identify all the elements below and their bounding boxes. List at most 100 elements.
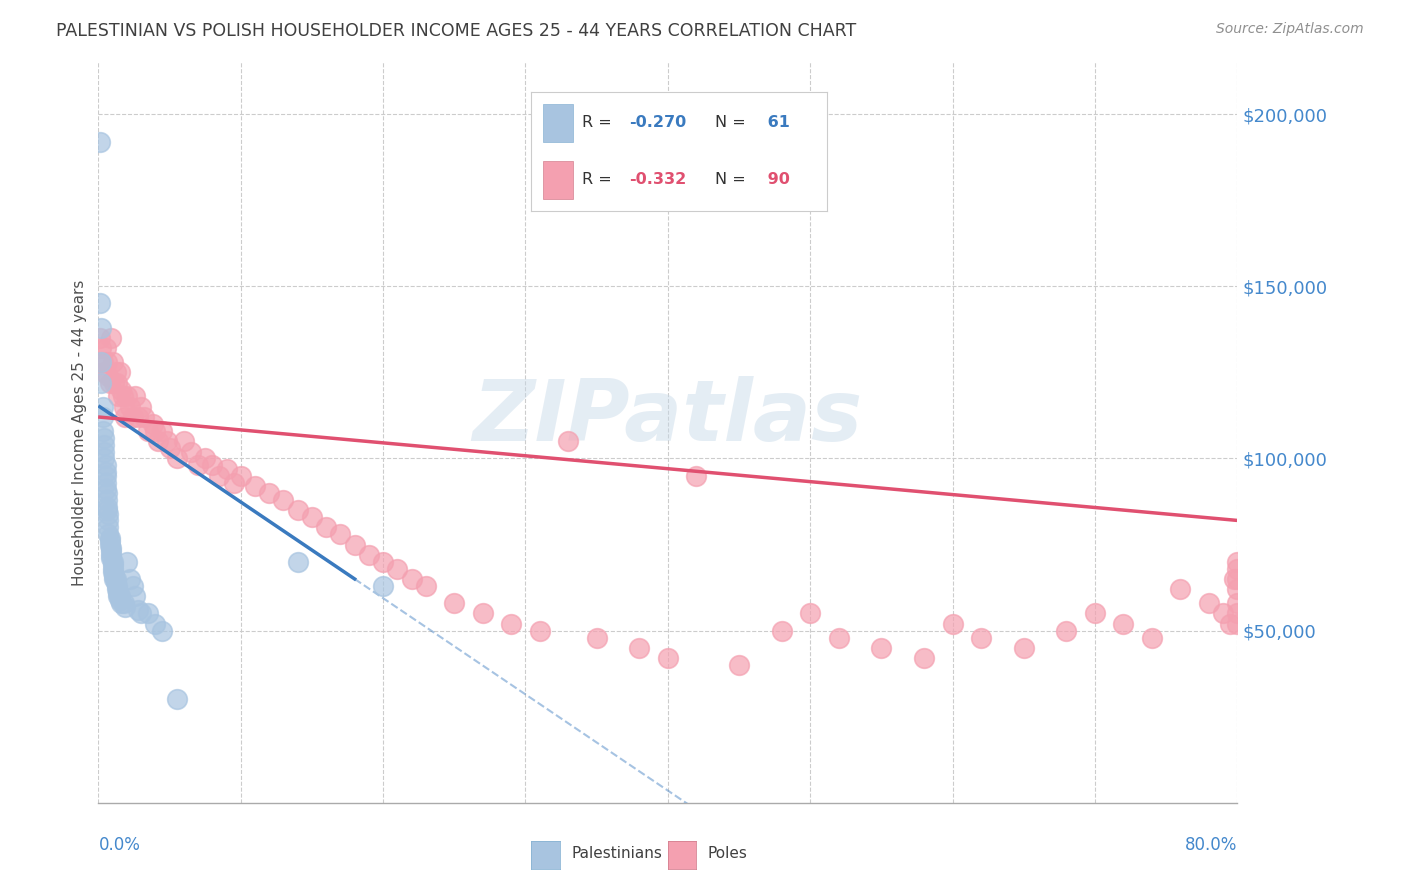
Point [1226, 555, 1249, 569]
Point [101, 558, 124, 573]
Point [90, 341, 112, 355]
Point [108, 592, 131, 607]
Point [94, 465, 117, 479]
Point [148, 434, 170, 449]
Point [121, 579, 143, 593]
Point [129, 607, 152, 621]
Point [1112, 616, 1135, 631]
Point [96, 492, 118, 507]
Point [585, 631, 607, 645]
Point [105, 582, 128, 597]
Point [98, 534, 121, 549]
Point [287, 503, 309, 517]
Point [628, 640, 651, 655]
Point [124, 389, 146, 403]
Point [770, 624, 793, 638]
Point [387, 561, 409, 575]
Point [112, 400, 135, 414]
Point [105, 376, 128, 390]
Point [107, 589, 129, 603]
Point [1226, 582, 1249, 597]
Point [373, 579, 395, 593]
Point [112, 596, 135, 610]
Point [243, 479, 266, 493]
Point [208, 468, 231, 483]
Y-axis label: Householder Income Ages 25 - 44 years: Householder Income Ages 25 - 44 years [72, 279, 87, 586]
Point [728, 658, 751, 673]
Point [942, 616, 965, 631]
Point [259, 486, 281, 500]
Text: Palestinians: Palestinians [571, 846, 662, 861]
Point [828, 631, 851, 645]
Point [103, 568, 125, 582]
Point [145, 616, 167, 631]
Point [97, 507, 120, 521]
Point [1226, 561, 1249, 575]
Point [96, 486, 118, 500]
Point [1219, 616, 1241, 631]
Point [1226, 596, 1249, 610]
Point [415, 579, 437, 593]
Point [1198, 596, 1220, 610]
Point [98, 376, 121, 390]
Point [136, 424, 159, 438]
Point [100, 548, 122, 562]
Point [471, 607, 494, 621]
Point [557, 434, 579, 449]
Point [201, 458, 224, 473]
Point [152, 624, 174, 638]
Point [114, 599, 136, 614]
Point [870, 640, 893, 655]
Point [114, 410, 136, 425]
Point [93, 451, 115, 466]
Point [108, 589, 131, 603]
Point [89, 331, 111, 345]
Point [501, 616, 523, 631]
Point [108, 365, 131, 379]
Point [1212, 607, 1234, 621]
Point [401, 572, 423, 586]
Point [1012, 640, 1035, 655]
Text: Poles: Poles [707, 846, 748, 861]
Point [96, 355, 118, 369]
Point [110, 383, 132, 397]
Text: 80.0%: 80.0% [1185, 836, 1237, 855]
Point [93, 444, 115, 458]
Point [159, 441, 181, 455]
Point [222, 475, 245, 490]
Point [1056, 624, 1078, 638]
Point [104, 575, 127, 590]
Text: Source: ZipAtlas.com: Source: ZipAtlas.com [1216, 22, 1364, 37]
Point [103, 572, 125, 586]
Point [110, 596, 132, 610]
Point [107, 389, 129, 403]
Text: PALESTINIAN VS POLISH HOUSEHOLDER INCOME AGES 25 - 44 YEARS CORRELATION CHART: PALESTINIAN VS POLISH HOUSEHOLDER INCOME… [56, 22, 856, 40]
Point [136, 607, 159, 621]
Point [94, 341, 117, 355]
Point [96, 500, 118, 514]
Point [91, 355, 114, 369]
Point [127, 410, 149, 425]
Point [100, 541, 122, 555]
Point [1140, 631, 1163, 645]
Point [111, 389, 134, 403]
Point [103, 376, 125, 390]
Point [315, 520, 337, 534]
Point [105, 579, 128, 593]
Point [121, 410, 143, 425]
Text: ZIPatlas: ZIPatlas [472, 376, 863, 459]
Point [104, 572, 127, 586]
Point [141, 417, 163, 431]
Point [443, 596, 465, 610]
Point [215, 462, 238, 476]
Point [97, 368, 120, 383]
Point [152, 424, 174, 438]
Point [104, 365, 127, 379]
Point [101, 565, 124, 579]
Point [156, 434, 179, 449]
Point [124, 589, 146, 603]
Point [94, 468, 117, 483]
Point [145, 424, 167, 438]
Point [799, 607, 821, 621]
Point [1226, 616, 1249, 631]
